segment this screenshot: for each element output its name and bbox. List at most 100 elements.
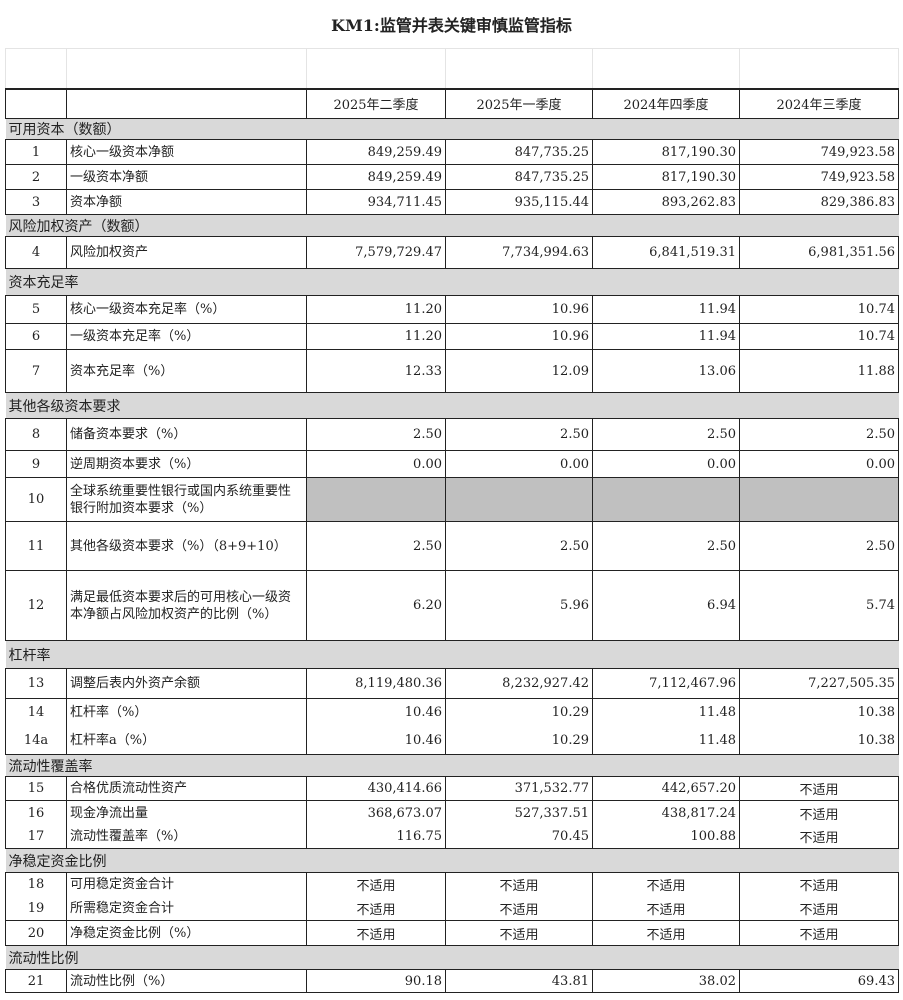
row-label: 调整后表内外资产余额 bbox=[66, 668, 307, 699]
row-label: 流动性比例（%） bbox=[66, 969, 307, 993]
section-title: 可用资本（数额） bbox=[5, 118, 899, 140]
value-cell: 0.00 bbox=[445, 450, 593, 478]
row-label: 所需稳定资金合计 bbox=[66, 896, 307, 921]
value-cell: 849,259.49 bbox=[306, 139, 446, 165]
table-row: 6 一级资本充足率（%） 11.20 10.96 11.94 10.74 bbox=[5, 323, 899, 350]
value-cell: 12.09 bbox=[445, 349, 593, 393]
value-cell: 10.74 bbox=[739, 323, 899, 350]
table-row: 11 其他各级资本要求（%）（8+9+10） 2.50 2.50 2.50 2.50 bbox=[5, 521, 899, 571]
value-cell: 11.20 bbox=[306, 323, 446, 350]
value-cell: 10.29 bbox=[445, 726, 593, 755]
value-cell: 10.74 bbox=[739, 295, 899, 324]
table-row: 21 流动性比例（%） 90.18 43.81 38.02 69.43 bbox=[5, 969, 899, 993]
row-number: 2 bbox=[5, 164, 67, 190]
value-cell: 934,711.45 bbox=[306, 189, 446, 215]
row-number: 1 bbox=[5, 139, 67, 165]
km1-table: 2025年二季度 2025年一季度 2024年四季度 2024年三季度 可用资本… bbox=[5, 48, 899, 993]
value-cell: 11.94 bbox=[592, 323, 740, 350]
value-cell: 847,735.25 bbox=[445, 139, 593, 165]
row-number: 16 bbox=[5, 800, 67, 826]
value-cell: 749,923.58 bbox=[739, 139, 899, 165]
value-cell: 12.33 bbox=[306, 349, 446, 393]
value-cell: 368,673.07 bbox=[306, 800, 446, 826]
row-label: 其他各级资本要求（%）（8+9+10） bbox=[66, 521, 307, 571]
table-row: 19 所需稳定资金合计 不适用 不适用 不适用 不适用 bbox=[5, 896, 899, 921]
value-cell: 100.88 bbox=[592, 825, 740, 849]
section-title: 杠杆率 bbox=[5, 640, 899, 669]
section-title: 资本充足率 bbox=[5, 268, 899, 296]
value-cell: 2.50 bbox=[306, 521, 446, 571]
value-cell: 2.50 bbox=[739, 418, 899, 451]
row-label: 一级资本净额 bbox=[66, 164, 307, 190]
value-cell: 8,119,480.36 bbox=[306, 668, 446, 699]
value-cell: 7,734,994.63 bbox=[445, 236, 593, 269]
value-cell: 不适用 bbox=[592, 920, 740, 946]
row-number: 14 bbox=[5, 698, 67, 727]
value-cell: 不适用 bbox=[739, 776, 899, 801]
table-row: 3 资本净额 934,711.45 935,115.44 893,262.83 829,3… bbox=[5, 189, 899, 215]
row-number: 6 bbox=[5, 323, 67, 350]
value-cell: 10.96 bbox=[445, 295, 593, 324]
section-header-row: 杠杆率 bbox=[5, 640, 899, 669]
value-cell: 10.38 bbox=[739, 726, 899, 755]
value-cell: 43.81 bbox=[445, 969, 593, 993]
table-row: 14 杠杆率（%） 10.46 10.29 11.48 10.38 bbox=[5, 698, 899, 727]
section-title: 其他各级资本要求 bbox=[5, 392, 899, 419]
value-cell: 527,337.51 bbox=[445, 800, 593, 826]
row-label: 一级资本充足率（%） bbox=[66, 323, 307, 350]
value-cell: 11.94 bbox=[592, 295, 740, 324]
value-cell: 817,190.30 bbox=[592, 139, 740, 165]
value-cell: 不适用 bbox=[739, 800, 899, 826]
section-title: 净稳定资金比例 bbox=[5, 848, 899, 873]
row-number: 7 bbox=[5, 349, 67, 393]
value-cell: 11.88 bbox=[739, 349, 899, 393]
table-row: 20 净稳定资金比例（%） 不适用 不适用 不适用 不适用 bbox=[5, 920, 899, 946]
table-row: 2 一级资本净额 849,259.49 847,735.25 817,190.30 749… bbox=[5, 164, 899, 190]
value-cell bbox=[592, 477, 740, 522]
row-label: 核心一级资本净额 bbox=[66, 139, 307, 165]
value-cell: 不适用 bbox=[445, 920, 593, 946]
table-row: 13 调整后表内外资产余额 8,119,480.36 8,232,927.42 7,11… bbox=[5, 668, 899, 699]
value-cell: 不适用 bbox=[445, 896, 593, 921]
value-cell bbox=[445, 477, 593, 522]
header-blank bbox=[5, 88, 67, 119]
value-cell: 0.00 bbox=[306, 450, 446, 478]
table-row: 1 核心一级资本净额 849,259.49 847,735.25 817,190.30 7… bbox=[5, 139, 899, 165]
row-number: 17 bbox=[5, 825, 67, 849]
section-header-row: 流动性覆盖率 bbox=[5, 754, 899, 777]
value-cell: 11.48 bbox=[592, 698, 740, 727]
section-header-row: 风险加权资产（数额） bbox=[5, 214, 899, 237]
value-cell: 不适用 bbox=[445, 872, 593, 897]
value-cell bbox=[739, 477, 899, 522]
value-cell: 849,259.49 bbox=[306, 164, 446, 190]
table-row: 17 流动性覆盖率（%） 116.75 70.45 100.88 不适用 bbox=[5, 825, 899, 849]
value-cell: 不适用 bbox=[739, 896, 899, 921]
row-number: 20 bbox=[5, 920, 67, 946]
row-number: 8 bbox=[5, 418, 67, 451]
value-cell: 70.45 bbox=[445, 825, 593, 849]
value-cell: 2.50 bbox=[306, 418, 446, 451]
value-cell: 829,386.83 bbox=[739, 189, 899, 215]
row-number: 10 bbox=[5, 477, 67, 522]
table-row: 10 全球系统重要性银行或国内系统重要性银行附加资本要求（%） bbox=[5, 477, 899, 522]
page-title: KM1:监管并表关键审慎监管指标 bbox=[331, 16, 572, 35]
row-number: 19 bbox=[5, 896, 67, 921]
value-cell: 2.50 bbox=[739, 521, 899, 571]
section-title: 风险加权资产（数额） bbox=[5, 214, 899, 237]
table-row: 9 逆周期资本要求（%） 0.00 0.00 0.00 0.00 bbox=[5, 450, 899, 478]
section-header-row: 流动性比例 bbox=[5, 945, 899, 970]
table-row: 4 风险加权资产 7,579,729.47 7,734,994.63 6,841,519… bbox=[5, 236, 899, 269]
value-cell: 2.50 bbox=[445, 521, 593, 571]
value-cell: 8,232,927.42 bbox=[445, 668, 593, 699]
value-cell: 935,115.44 bbox=[445, 189, 593, 215]
row-label: 满足最低资本要求后的可用核心一级资本净额占风险加权资产的比例（%） bbox=[66, 570, 307, 641]
header-blank bbox=[66, 88, 307, 119]
row-label: 逆周期资本要求（%） bbox=[66, 450, 307, 478]
value-cell: 6,981,351.56 bbox=[739, 236, 899, 269]
value-cell: 116.75 bbox=[306, 825, 446, 849]
value-cell: 13.06 bbox=[592, 349, 740, 393]
value-cell: 不适用 bbox=[592, 896, 740, 921]
value-cell: 5.74 bbox=[739, 570, 899, 641]
row-number: 15 bbox=[5, 776, 67, 801]
value-cell: 10.46 bbox=[306, 726, 446, 755]
